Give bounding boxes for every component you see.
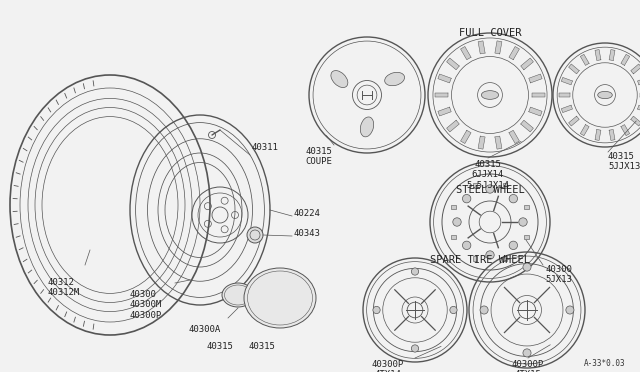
Polygon shape [521,58,533,70]
Ellipse shape [385,72,404,86]
Circle shape [566,306,574,314]
Bar [503,183,508,187]
Circle shape [453,218,461,226]
Polygon shape [438,107,451,116]
Text: FULL COVER: FULL COVER [459,28,521,38]
Polygon shape [561,77,573,85]
Polygon shape [509,46,520,60]
Text: 40300P
4TX14: 40300P 4TX14 [372,360,404,372]
Circle shape [509,241,518,250]
Text: 40315
5JJX13: 40315 5JJX13 [608,152,640,171]
Polygon shape [621,125,630,136]
Polygon shape [631,64,640,74]
Polygon shape [609,129,615,140]
Polygon shape [478,41,485,54]
Circle shape [412,345,419,352]
Polygon shape [461,46,471,60]
Polygon shape [580,54,589,65]
Circle shape [509,195,518,203]
Circle shape [463,195,471,203]
Polygon shape [529,107,542,116]
Polygon shape [561,105,573,113]
Circle shape [519,218,527,226]
Bar [473,183,477,187]
Ellipse shape [360,117,374,137]
Ellipse shape [331,71,348,87]
Polygon shape [529,74,542,83]
Polygon shape [495,136,502,149]
Circle shape [486,185,494,193]
Polygon shape [447,58,460,70]
Text: STEEL WHEEL: STEEL WHEEL [456,185,524,195]
Text: 40300
40300M
40300P: 40300 40300M 40300P [130,290,163,320]
Polygon shape [559,93,570,97]
Text: 40315: 40315 [207,342,234,351]
Circle shape [450,307,457,314]
Circle shape [523,263,531,271]
Polygon shape [568,64,579,74]
Text: SPARE TIRE WHEEL: SPARE TIRE WHEEL [430,255,530,265]
Ellipse shape [222,283,254,307]
Circle shape [480,306,488,314]
Bar [451,235,456,239]
Text: 40224: 40224 [293,209,320,218]
Polygon shape [461,130,471,144]
Text: A-33*0.03: A-33*0.03 [584,359,625,368]
Polygon shape [509,130,520,144]
Polygon shape [438,74,451,83]
Circle shape [373,307,380,314]
Text: 40315
6JJX14
5.5JJX14: 40315 6JJX14 5.5JJX14 [467,160,509,190]
Polygon shape [521,120,533,132]
Circle shape [523,349,531,357]
Text: 40300
5JX13: 40300 5JX13 [545,265,572,285]
Polygon shape [580,125,589,136]
Polygon shape [637,77,640,85]
Polygon shape [447,120,460,132]
Polygon shape [621,54,630,65]
Text: 40300P
4TX15: 40300P 4TX15 [512,360,544,372]
Ellipse shape [481,91,499,99]
Bar [473,256,477,261]
Bar [525,205,529,209]
Circle shape [486,251,494,259]
Ellipse shape [598,92,612,99]
Circle shape [412,268,419,275]
Circle shape [463,241,471,250]
Bar [503,256,508,261]
Text: 40311: 40311 [252,143,279,152]
Bar [451,205,456,209]
Polygon shape [637,105,640,113]
Polygon shape [532,93,545,97]
Polygon shape [495,41,502,54]
Text: 40315: 40315 [248,342,275,351]
Polygon shape [631,116,640,126]
Text: 40300A: 40300A [189,325,221,334]
Circle shape [247,227,263,243]
Text: 40315
COUPE: 40315 COUPE [305,147,332,166]
Polygon shape [609,49,615,61]
Polygon shape [568,116,579,126]
Ellipse shape [244,268,316,328]
Text: 40312
40312M: 40312 40312M [47,278,79,297]
Bar [525,235,529,239]
Text: 40343: 40343 [293,230,320,238]
Polygon shape [595,129,601,140]
Polygon shape [435,93,448,97]
Polygon shape [595,49,601,61]
Polygon shape [478,136,485,149]
